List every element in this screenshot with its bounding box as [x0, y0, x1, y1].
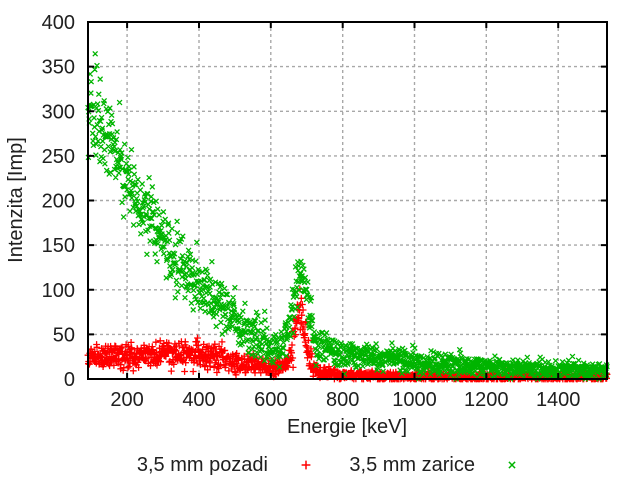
x-tick-label-200: 200	[110, 389, 143, 411]
x-tick-label-800: 800	[326, 389, 359, 411]
x-tick-label-1400: 1400	[536, 389, 581, 411]
y-tick-label-400: 400	[42, 12, 75, 34]
y-tick-label-350: 350	[42, 57, 75, 79]
x-tick-label-1200: 1200	[464, 389, 509, 411]
x-tick-label-400: 400	[182, 389, 215, 411]
series-points-zarice	[85, 50, 610, 382]
x-axis-title: Energie [keV]	[286, 416, 408, 438]
grid-path	[88, 22, 607, 379]
y-tick-label-100: 100	[42, 280, 75, 302]
y-tick-label-150: 150	[42, 235, 75, 257]
y-tick-label-250: 250	[42, 146, 75, 168]
y-tick-label-0: 0	[64, 369, 75, 391]
y-tick-label-50: 50	[53, 324, 75, 346]
legend-label-zarice: 3,5 mm zarice	[349, 454, 475, 476]
y-tick-label-200: 200	[42, 191, 75, 213]
tick-labels: 200 400 600 800 1000 1200 1400 0 50 100 150 200 250 3…	[42, 12, 581, 411]
data-points-layer	[84, 50, 611, 383]
y-tick-label-300: 300	[42, 101, 75, 123]
legend-label-pozadi: 3,5 mm pozadi	[136, 454, 268, 476]
x-tick-label-600: 600	[254, 389, 287, 411]
plot-frame	[87, 21, 608, 380]
axis-ticks	[88, 21, 607, 380]
x-tick-label-1000: 1000	[392, 389, 437, 411]
legend-cross-marker-icon	[508, 461, 516, 469]
grid-lines	[88, 22, 607, 379]
legend-plus-marker-icon	[301, 460, 311, 470]
y-axis-title: Intenzita [Imp]	[5, 137, 27, 263]
